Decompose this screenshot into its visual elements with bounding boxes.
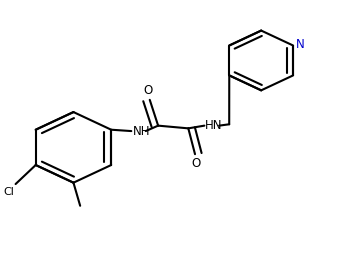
Text: HN: HN xyxy=(205,119,223,132)
Text: O: O xyxy=(192,157,201,170)
Text: N: N xyxy=(296,38,304,51)
Text: NH: NH xyxy=(133,124,151,138)
Text: O: O xyxy=(143,84,153,97)
Text: Cl: Cl xyxy=(3,187,14,197)
